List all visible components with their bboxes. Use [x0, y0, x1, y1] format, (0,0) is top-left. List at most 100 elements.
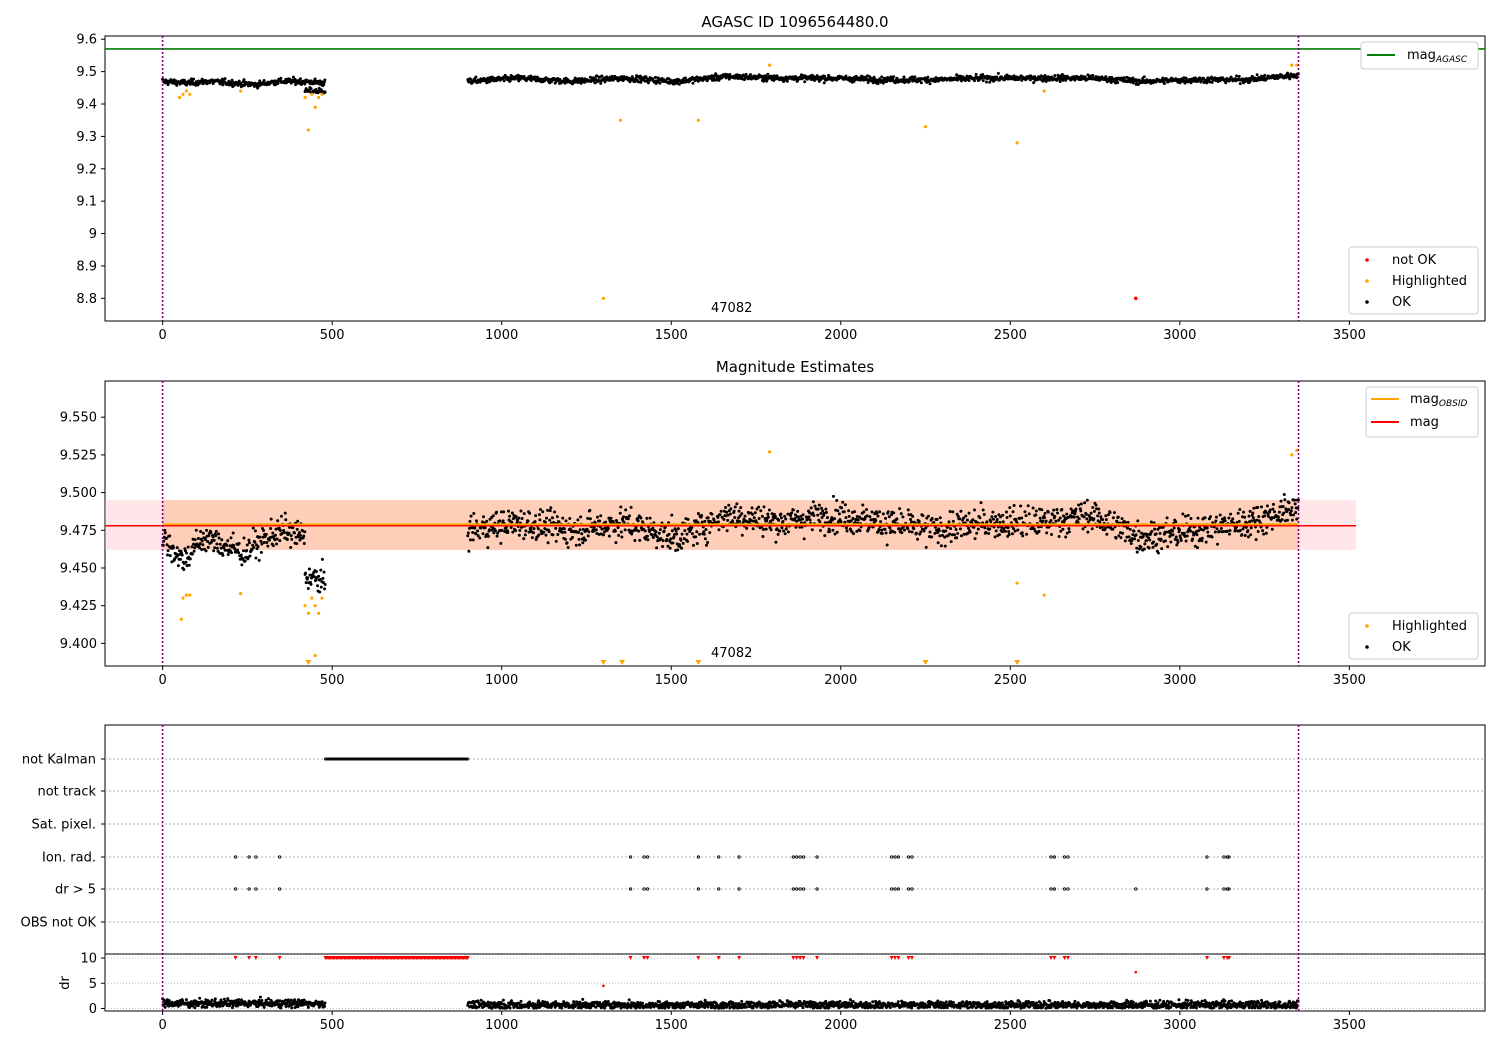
- ok-point: [1289, 509, 1293, 513]
- ok-point: [648, 516, 652, 520]
- ok-point: [1293, 498, 1297, 502]
- dr-point: [262, 1005, 266, 1009]
- ok-point: [1098, 520, 1102, 524]
- x-tick-label: 1000: [485, 673, 518, 688]
- ok-point: [522, 537, 526, 541]
- ok-point: [1214, 515, 1218, 519]
- ok-point: [547, 530, 551, 534]
- ok-point: [524, 529, 528, 533]
- dr-point: [266, 997, 270, 1001]
- ok-point: [215, 542, 219, 546]
- ok-point: [1092, 517, 1096, 521]
- ok-point: [1210, 80, 1214, 84]
- ok-point: [801, 517, 805, 521]
- ion-rad-point: [737, 855, 741, 859]
- ok-point: [188, 557, 192, 561]
- ok-point: [580, 532, 584, 536]
- ok-point: [571, 535, 575, 539]
- ok-point: [738, 519, 742, 523]
- ok-point: [887, 515, 891, 519]
- ok-point: [880, 532, 884, 536]
- ok-point: [1125, 526, 1129, 530]
- x-tick-label: 500: [320, 1018, 345, 1033]
- ok-point: [661, 544, 665, 548]
- ok-point: [624, 508, 628, 512]
- ok-point: [171, 546, 175, 550]
- ok-point: [733, 516, 737, 520]
- ok-point: [283, 511, 287, 515]
- ok-point: [740, 512, 744, 516]
- y-tick-label: 0: [89, 1002, 97, 1017]
- ok-point: [467, 80, 471, 84]
- ok-point: [595, 74, 599, 78]
- x-tick-label: 2000: [824, 328, 857, 343]
- ok-point: [1179, 538, 1183, 542]
- ok-point: [764, 527, 768, 531]
- ok-point: [544, 533, 548, 537]
- ok-point: [588, 517, 592, 521]
- ok-point: [616, 526, 620, 530]
- ok-point: [600, 527, 604, 531]
- y-tick-label: 9.3: [76, 130, 97, 145]
- below-axis-marker: [619, 660, 626, 665]
- ok-point: [1174, 535, 1178, 539]
- ok-point: [752, 516, 756, 520]
- ok-point: [886, 510, 890, 514]
- ok-point: [279, 76, 283, 80]
- ok-point: [760, 514, 764, 518]
- ok-point: [532, 527, 536, 531]
- ok-point: [751, 527, 755, 531]
- ok-point: [853, 520, 857, 524]
- ok-point: [584, 538, 588, 542]
- ok-point: [303, 82, 307, 86]
- ok-point: [586, 516, 590, 520]
- dr-point: [581, 997, 585, 1001]
- ok-point: [879, 520, 883, 524]
- highlighted-point: [1290, 63, 1294, 67]
- ok-point: [717, 528, 721, 532]
- ok-point: [657, 531, 661, 535]
- ok-point: [703, 537, 707, 541]
- ok-point: [498, 519, 502, 523]
- ok-point: [256, 544, 260, 548]
- ok-point: [1286, 71, 1290, 75]
- ok-point: [947, 520, 951, 524]
- ion-rad-point: [890, 855, 894, 859]
- ok-point: [1112, 511, 1116, 515]
- ok-point: [1037, 529, 1041, 533]
- ok-point: [674, 529, 678, 533]
- ok-point: [189, 77, 193, 81]
- ok-point: [1061, 527, 1065, 531]
- ok-point: [220, 538, 224, 542]
- ok-point: [1276, 515, 1280, 519]
- ok-point: [1052, 508, 1056, 512]
- ok-point: [830, 516, 834, 520]
- ok-point: [304, 581, 308, 585]
- ok-point: [880, 528, 884, 532]
- ok-point: [467, 549, 471, 553]
- ok-point: [225, 543, 229, 547]
- ok-point: [883, 76, 887, 80]
- ok-point: [1007, 530, 1011, 534]
- ok-point: [555, 515, 559, 519]
- ok-point: [1003, 529, 1007, 533]
- ok-point: [486, 546, 490, 550]
- ok-point: [1149, 520, 1153, 524]
- panel-agasc-frame: [104, 35, 1486, 322]
- ok-point: [1091, 73, 1095, 77]
- ok-point: [762, 505, 766, 509]
- ok-point: [1127, 535, 1131, 539]
- ok-point: [773, 514, 777, 518]
- highlighted-point: [310, 596, 314, 600]
- ok-point: [727, 503, 731, 507]
- ok-point: [517, 533, 521, 537]
- ok-point: [209, 530, 213, 534]
- ok-point: [870, 510, 874, 514]
- ok-point: [899, 512, 903, 516]
- ok-point: [654, 75, 658, 79]
- ok-point: [1119, 536, 1123, 540]
- ok-point: [168, 554, 172, 558]
- highlighted-point: [306, 128, 311, 132]
- dr-point: [163, 1005, 167, 1009]
- ok-point: [289, 534, 293, 538]
